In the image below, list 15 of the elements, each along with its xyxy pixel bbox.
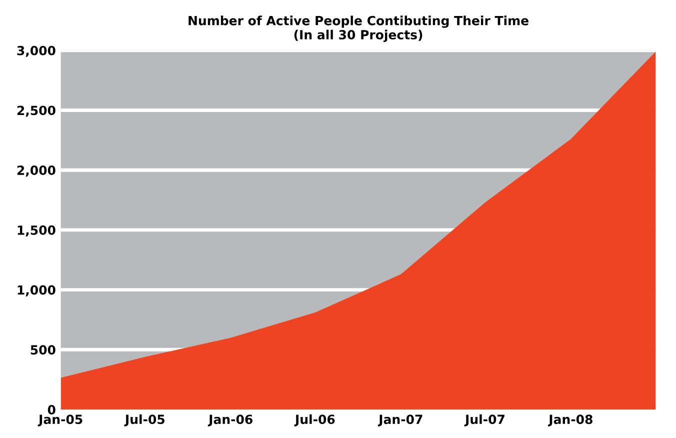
y-tick-label: 3,000 <box>17 46 56 57</box>
x-tick-label: Jul-07 <box>464 414 504 426</box>
y-tick-label: 500 <box>30 345 56 355</box>
y-tick-label: 0 <box>48 405 56 414</box>
y-tick-label: 1,500 <box>18 225 56 236</box>
x-tick-label: Jul-05 <box>124 414 164 426</box>
y-tick-label: 2,500 <box>17 106 56 117</box>
x-tick-label: Jan-08 <box>548 414 592 426</box>
x-tick-label: Jan-05 <box>38 414 82 426</box>
chart-title: Number of Active People Contibuting Their Time (In all 30 Projects) <box>188 16 528 42</box>
y-tick-label: 1,000 <box>18 285 56 296</box>
x-tick-label: Jan-07 <box>378 414 422 426</box>
x-tick-label: Jul-06 <box>294 414 335 426</box>
y-tick-label: 2,000 <box>17 166 56 177</box>
x-tick-label: Jan-06 <box>208 414 252 426</box>
